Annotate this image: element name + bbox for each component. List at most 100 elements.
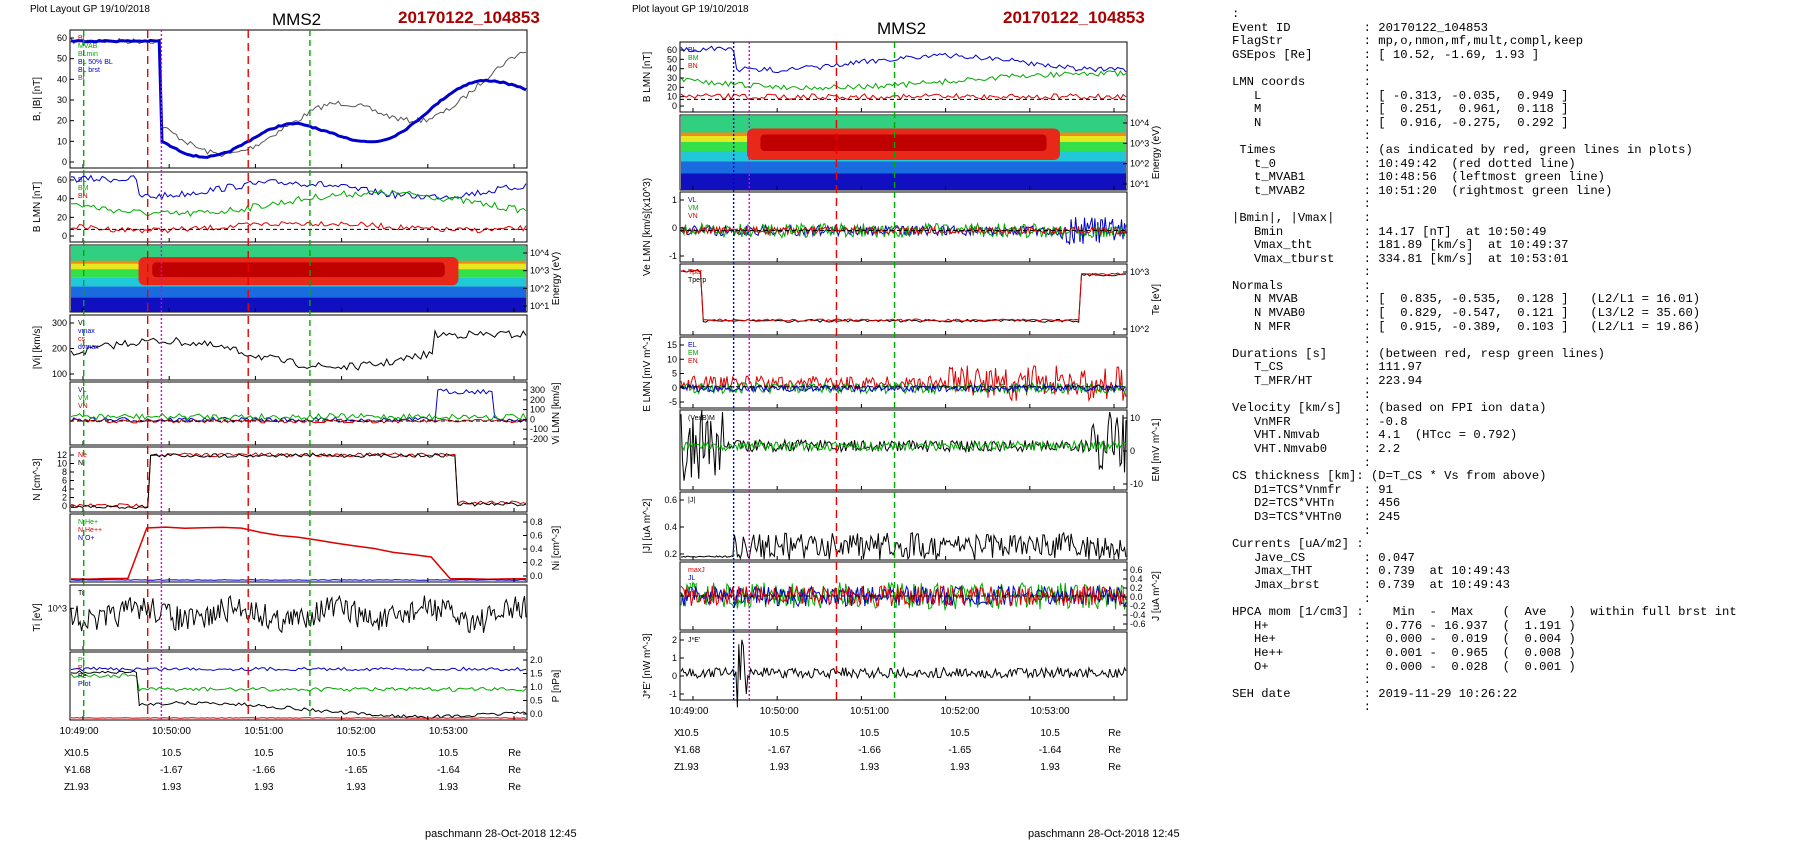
y-tick-label: -100: [530, 424, 548, 434]
coord-unit: Re: [508, 765, 521, 776]
legend-entry: BM: [78, 185, 89, 192]
y-tick-label: 10^1: [1130, 179, 1149, 189]
info-line: Vmax_tht : 181.89 [km/s] at 10:49:37: [1232, 238, 1569, 253]
info-line: VnMFR : -0.8: [1232, 414, 1408, 429]
legend-entry: BL: [78, 177, 87, 184]
y-tick-label: 0.5: [530, 696, 543, 706]
coord-value: 1.93: [254, 782, 274, 793]
spectrogram-band: [681, 173, 1126, 190]
y-tick-label: 10: [57, 136, 67, 146]
series-bn: [680, 92, 1127, 101]
legend-entry: MVAB: [78, 43, 98, 50]
panel-frame: [69, 651, 528, 721]
y-tick-label: 40: [57, 194, 67, 204]
info-line: N : [ 0.916, -0.275, 0.292 ]: [1232, 115, 1569, 130]
y-tick-label: 0: [62, 501, 67, 511]
y-tick-label: 0.4: [530, 544, 543, 554]
y-tick-label: 30: [667, 73, 677, 83]
y-tick-label: 10: [57, 459, 67, 469]
y-tick-label: 0: [1130, 446, 1135, 456]
y-axis-label: Ni [cm^-3]: [551, 525, 562, 570]
legend-entry: BN: [78, 193, 88, 200]
left-plot-title: MMS2: [272, 10, 322, 29]
y-tick-label: 10^3: [48, 603, 67, 613]
legend-entry: Pt: [78, 657, 85, 664]
spectrogram-core: [152, 262, 445, 278]
coord-value: -1.67: [160, 765, 183, 776]
y-tick-label: 300: [530, 385, 545, 395]
info-line: :: [1232, 333, 1371, 348]
y-tick-label: 300: [52, 318, 67, 328]
y-tick-label: 0.0: [1130, 592, 1143, 602]
legend-entry: Vi: [78, 320, 85, 327]
y-axis-label: B LMN [nT]: [642, 52, 653, 103]
info-line: :: [1232, 673, 1371, 688]
coord-value: -1.67: [768, 745, 791, 756]
y-tick-label: 0: [62, 157, 67, 167]
y-tick-label: 2: [672, 635, 677, 645]
panel-frame: [69, 29, 528, 169]
y-tick-label: 10^1: [530, 301, 549, 311]
y-axis-label: |Vi| [km/s]: [32, 326, 43, 370]
y-axis-label: B LMN [nT]: [32, 182, 43, 233]
time-tick-label: 10:49:00: [60, 726, 99, 737]
series-pt: [70, 666, 527, 672]
y-axis-label: EM [mV m^-1]: [1151, 418, 1162, 481]
y-tick-label: 100: [52, 369, 67, 379]
info-line: FlagStr : mp,o,nmon,mf,mult,compl,keep: [1232, 34, 1584, 49]
coord-row-label: X: [64, 748, 71, 759]
legend-entry: Tperp: [688, 277, 706, 284]
panel-frame: [69, 513, 528, 583]
series--j-: [681, 531, 1127, 561]
info-line: :: [1232, 591, 1371, 606]
info-line: N MVAB0 : [ 0.829, -0.547, 0.121 ] (L3/L…: [1232, 306, 1701, 321]
legend-entry: VN: [688, 213, 698, 220]
spectrogram-band: [71, 246, 526, 261]
legend-entry: BLmin: [78, 51, 98, 58]
y-tick-label: 20: [57, 212, 67, 222]
legend-entry: (VexB)M: [688, 415, 715, 422]
coord-unit: Re: [1108, 728, 1121, 739]
info-line: :: [1232, 523, 1371, 538]
info-line: N MVAB : [ 0.835, -0.535, 0.128 ] (L2/L1…: [1232, 292, 1701, 307]
legend-entry: VL: [78, 387, 87, 394]
info-line: L : [ -0.313, -0.035, 0.949 ]: [1232, 88, 1569, 103]
series-vn: [680, 225, 1127, 236]
y-tick-label: 10: [1130, 413, 1140, 423]
info-line: Currents [uA/m2] :: [1232, 537, 1364, 552]
y-tick-label: -10: [1130, 479, 1143, 489]
time-tick-label: 10:50:00: [760, 706, 799, 717]
y-axis-label: B, |B| [nT]: [32, 77, 43, 121]
info-line: Vmax_tburst : 334.81 [km/s] at 10:53:01: [1232, 251, 1569, 266]
y-tick-label: 10^3: [530, 266, 549, 276]
info-line: T_CS : 111.97: [1232, 360, 1423, 375]
coord-unit: Re: [508, 782, 521, 793]
series-vn: [70, 418, 527, 424]
series-ti: [70, 594, 527, 634]
time-tick-label: 10:51:00: [850, 706, 889, 717]
y-axis-label: Te [eV]: [1151, 284, 1162, 315]
left-footer: paschmann 28-Oct-2018 12:45: [425, 828, 577, 840]
coord-value: -1.64: [437, 765, 460, 776]
series-bl: [680, 45, 1127, 74]
legend-entry: dvmax: [78, 344, 99, 351]
info-line: CS thickness [km]: (D=T_CS * Vs from abo…: [1232, 469, 1547, 484]
y-axis-label: N [cm^-3]: [32, 458, 43, 501]
series-jm: [680, 584, 1127, 607]
y-tick-label: 12: [57, 450, 67, 460]
info-line: SEH date : 2019-11-29 10:26:22: [1232, 686, 1518, 701]
series-n-he-: [70, 579, 527, 581]
series-ni: [71, 452, 527, 510]
y-axis-label: Vi LMN [km/s]: [551, 382, 562, 444]
info-line: O+ : 0.000 - 0.028 ( 0.001 ): [1232, 659, 1576, 674]
legend-entry: BM: [688, 55, 699, 62]
legend-entry: cs: [78, 336, 86, 343]
info-line: D1=TCS*Vnmfr : 91: [1232, 482, 1393, 497]
